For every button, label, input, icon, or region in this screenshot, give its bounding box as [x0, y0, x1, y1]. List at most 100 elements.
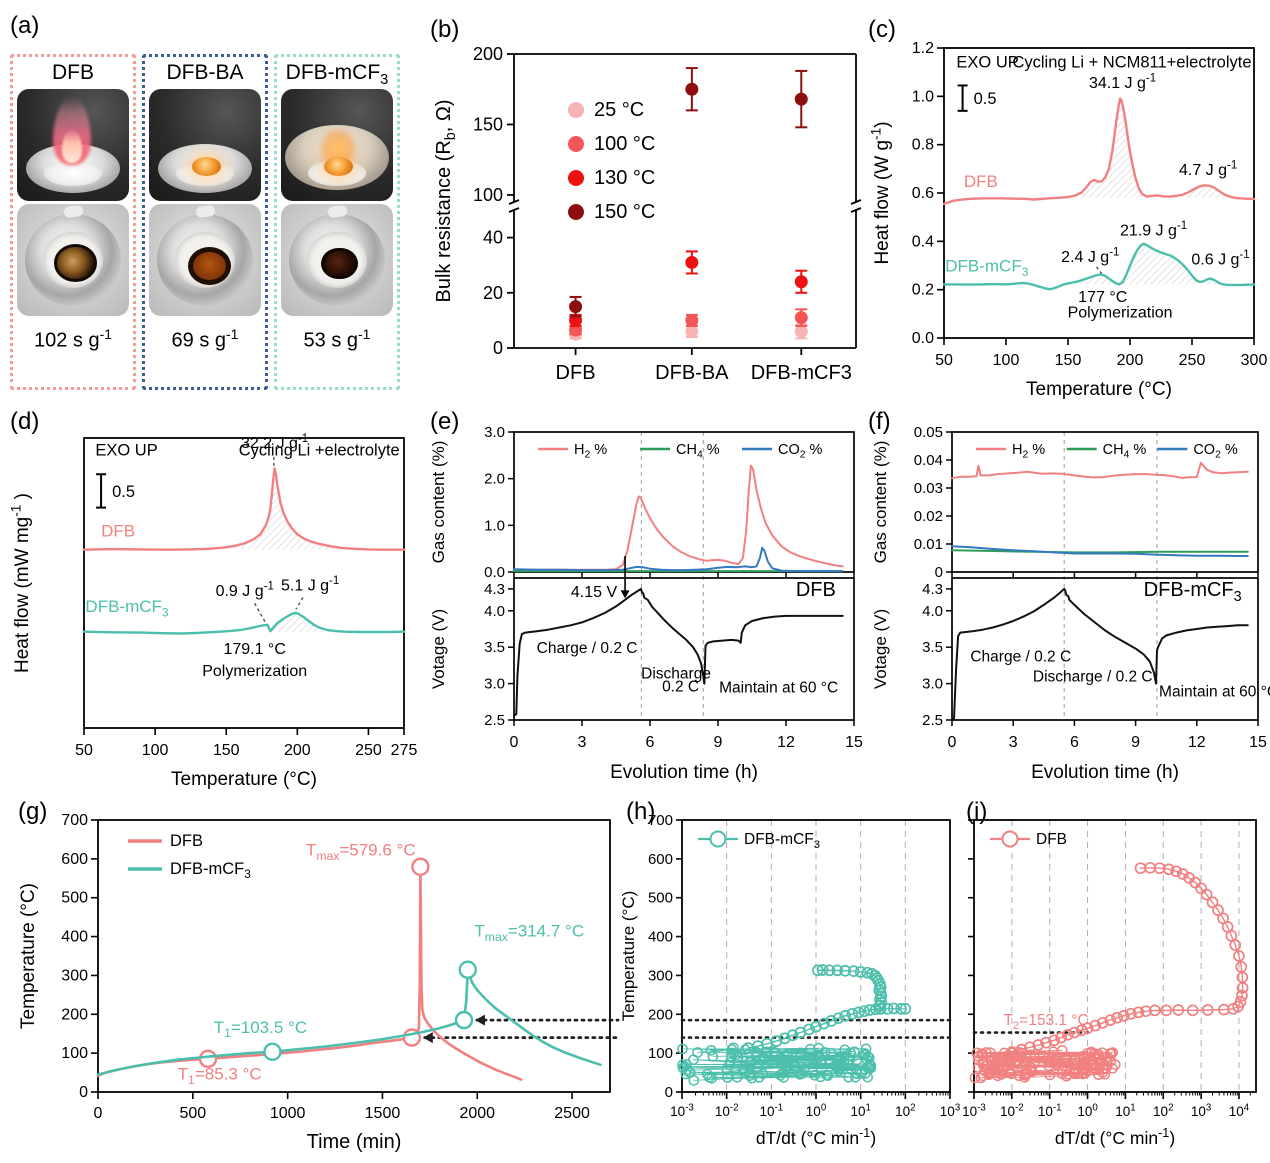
- panel-h-dtdt-dfb-mcf3-chart: 10-3 10-2 10-1 100 101 102 103 0 100 200 300 400 500…: [619, 812, 960, 1148]
- svg-text:3.0: 3.0: [484, 424, 505, 441]
- svg-text:3.0: 3.0: [922, 676, 943, 693]
- panel-b-bulk-resistance-chart: 0 20 40 100 150 200 DFB DFB-BA DFB-mCF3 Bulk resi…: [433, 44, 862, 384]
- residue-spot: [321, 247, 358, 280]
- panel-e-gas-voltage-dfb-chart: 0.0 1.0 2.0 3.0 2.5 3.0 3.5 4.0 4.3 0 3 6 9 12 15 H2 % C…: [429, 424, 863, 783]
- svg-text:9: 9: [1131, 734, 1140, 751]
- svg-text:5.1 J g-1: 5.1 J g-1: [281, 575, 339, 594]
- burn-time-dfb-mcf3: 53 s g-1: [303, 326, 371, 352]
- svg-text:700: 700: [61, 812, 88, 829]
- burn-time-dfb: 102 s g-1: [33, 326, 113, 352]
- panel-a-letter: (a): [10, 12, 40, 39]
- svg-text:15: 15: [845, 734, 863, 751]
- svg-text:0.0: 0.0: [484, 564, 505, 581]
- svg-text:DFB: DFB: [796, 579, 836, 601]
- svg-text:2.4 J g-1: 2.4 J g-1: [1061, 246, 1119, 265]
- svg-text:Polymerization: Polymerization: [202, 663, 307, 680]
- svg-text:200: 200: [473, 44, 503, 64]
- svg-text:15: 15: [1249, 734, 1267, 751]
- svg-text:0: 0: [935, 564, 943, 581]
- svg-text:0.5: 0.5: [974, 90, 997, 108]
- svg-text:100: 100: [993, 352, 1020, 369]
- svg-text:Discharge: Discharge: [641, 665, 711, 682]
- svg-text:100: 100: [473, 185, 503, 205]
- svg-text:3.5: 3.5: [484, 639, 505, 656]
- svg-text:40: 40: [483, 228, 503, 248]
- svg-text:0.0: 0.0: [912, 330, 934, 347]
- svg-text:Tmax=579.6 °C: Tmax=579.6 °C: [306, 841, 416, 863]
- svg-text:250: 250: [1179, 352, 1206, 369]
- svg-text:Evolution time (h): Evolution time (h): [610, 762, 758, 783]
- svg-text:0.04: 0.04: [914, 452, 943, 469]
- svg-text:400: 400: [648, 929, 673, 946]
- burn-time-dfb-ba: 69 s g-1: [171, 326, 239, 352]
- svg-text:6: 6: [646, 734, 655, 751]
- panel-g-thermal-runaway-chart: 0 500 1000 1500 2000 2500 0 100 200 300 400 500 600 7…: [18, 812, 620, 1153]
- sample-title-dfb: DFB: [52, 61, 94, 84]
- svg-text:Charge / 0.2 C: Charge / 0.2 C: [537, 640, 638, 657]
- svg-text:0: 0: [948, 734, 957, 751]
- svg-text:Discharge / 0.2 C: Discharge / 0.2 C: [1033, 668, 1153, 685]
- panel-a-flammability-photos: DFB 102 s g-1 DFB-BA: [6, 10, 420, 402]
- svg-text:101: 101: [850, 1103, 870, 1119]
- svg-text:EXO UP: EXO UP: [956, 53, 1018, 71]
- svg-text:Votage (V): Votage (V): [429, 609, 448, 689]
- svg-text:275: 275: [391, 742, 418, 759]
- svg-text:50: 50: [935, 352, 953, 369]
- dfb-flame-photo: [17, 89, 129, 201]
- svg-text:100: 100: [1077, 1103, 1098, 1119]
- svg-text:T1=85.3 °C: T1=85.3 °C: [178, 1065, 262, 1087]
- svg-text:DFB-mCF3: DFB-mCF3: [945, 257, 1028, 279]
- svg-text:1.0: 1.0: [912, 88, 934, 105]
- panel-d-dsc-li-chart: 50 100 150 200 250 275 EXO UP Cycling Li +elect…: [8, 433, 418, 790]
- svg-text:Maintain at 60 °C: Maintain at 60 °C: [1159, 684, 1270, 701]
- svg-text:DFB-mCF3: DFB-mCF3: [751, 362, 852, 384]
- svg-text:DFB-mCF3: DFB-mCF3: [1144, 579, 1242, 605]
- svg-text:150: 150: [473, 114, 503, 134]
- svg-text:2.0: 2.0: [484, 471, 505, 488]
- panel-f-letter: (f): [868, 408, 891, 435]
- svg-text:0.5: 0.5: [112, 483, 135, 501]
- svg-text:10-3: 10-3: [670, 1103, 694, 1119]
- svg-text:34.1 J g-1: 34.1 J g-1: [1089, 72, 1156, 91]
- svg-text:3.0: 3.0: [484, 676, 505, 693]
- svg-text:10-2: 10-2: [1000, 1103, 1024, 1119]
- flame-core-icon: [61, 129, 82, 163]
- svg-text:500: 500: [648, 890, 673, 907]
- svg-text:Heat flow (W g-1): Heat flow (W g-1): [868, 121, 893, 264]
- svg-text:0: 0: [510, 734, 519, 751]
- svg-text:0.2: 0.2: [912, 282, 934, 299]
- svg-text:101: 101: [1115, 1103, 1135, 1119]
- svg-text:1500: 1500: [365, 1105, 401, 1122]
- svg-text:200: 200: [648, 1006, 673, 1023]
- svg-text:Temperature (°C): Temperature (°C): [619, 891, 638, 1022]
- svg-text:Cycling Li + NCM811+electrolyt: Cycling Li + NCM811+electrolyte: [1012, 53, 1251, 71]
- svg-text:4.15 V: 4.15 V: [571, 584, 618, 601]
- svg-text:Cycling Li +electrolyte: Cycling Li +electrolyte: [239, 441, 400, 459]
- dfb-ba-residue-photo: [149, 204, 261, 316]
- svg-text:1.0: 1.0: [484, 517, 505, 534]
- svg-text:T2=153.1 °C: T2=153.1 °C: [1003, 1012, 1088, 1032]
- svg-text:0.6: 0.6: [912, 185, 934, 202]
- dfb-mcf3-flame-photo: [281, 89, 393, 201]
- svg-text:4.3: 4.3: [922, 581, 943, 598]
- svg-text:4.0: 4.0: [922, 603, 943, 620]
- svg-text:1.2: 1.2: [912, 40, 934, 57]
- svg-text:T1=103.5 °C: T1=103.5 °C: [214, 1018, 307, 1040]
- svg-text:H2 %: H2 %: [574, 442, 607, 461]
- dfb-mcf3-residue-photo: [281, 204, 393, 316]
- svg-text:0: 0: [665, 1084, 673, 1101]
- svg-text:CH4 %: CH4 %: [676, 442, 720, 461]
- panel-h-letter: (h): [626, 798, 656, 825]
- svg-text:400: 400: [61, 929, 88, 946]
- svg-text:200: 200: [61, 1006, 88, 1023]
- residue-spot: [53, 244, 97, 282]
- svg-text:DFB: DFB: [101, 522, 135, 541]
- svg-text:10-3: 10-3: [962, 1103, 986, 1119]
- svg-text:Gas content (%): Gas content (%): [871, 441, 890, 564]
- svg-text:CH4 %: CH4 %: [1103, 442, 1147, 461]
- panel-f-gas-voltage-dfb-mcf3-chart: 00.010.020.030.040.052.53.03.54.04.30 3 6 9…: [871, 424, 1270, 783]
- panel-b-letter: (b): [430, 16, 460, 43]
- svg-text:Temperature (°C): Temperature (°C): [1026, 379, 1172, 400]
- svg-text:0: 0: [94, 1105, 103, 1122]
